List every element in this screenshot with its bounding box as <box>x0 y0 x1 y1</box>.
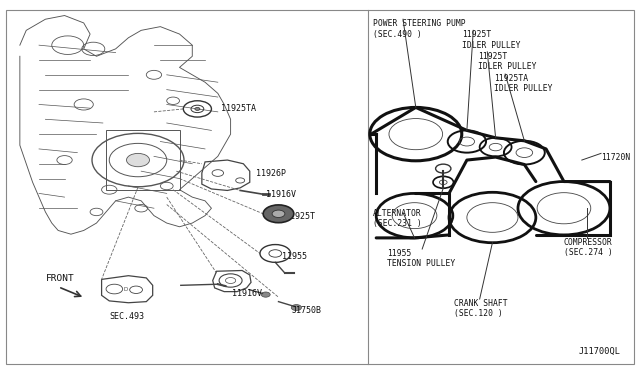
Text: 11925T: 11925T <box>285 212 315 221</box>
Text: D: D <box>124 287 128 292</box>
Text: 11955: 11955 <box>282 252 307 261</box>
Text: 11916V: 11916V <box>266 190 296 199</box>
Circle shape <box>127 153 150 167</box>
Circle shape <box>291 305 301 311</box>
Text: J1750B: J1750B <box>291 307 321 315</box>
Text: SEC.493: SEC.493 <box>109 312 145 321</box>
Circle shape <box>263 205 294 223</box>
Text: 11925T
IDLER PULLEY: 11925T IDLER PULLEY <box>462 31 520 50</box>
Circle shape <box>195 108 200 110</box>
Text: 11925TA: 11925TA <box>221 104 256 113</box>
Text: POWER STEERING PUMP
(SEC.490 ): POWER STEERING PUMP (SEC.490 ) <box>373 19 466 39</box>
Text: 11926P: 11926P <box>256 169 286 177</box>
Text: 11720N: 11720N <box>601 153 630 162</box>
Text: 11916V: 11916V <box>232 289 262 298</box>
Text: COMPRESSOR
(SEC.274 ): COMPRESSOR (SEC.274 ) <box>564 238 612 257</box>
Circle shape <box>272 210 285 218</box>
Text: 11925T
IDLER PULLEY: 11925T IDLER PULLEY <box>478 52 537 71</box>
Circle shape <box>261 292 270 297</box>
Text: J11700QL: J11700QL <box>579 347 621 356</box>
Text: CRANK SHAFT
(SEC.120 ): CRANK SHAFT (SEC.120 ) <box>454 299 508 318</box>
Text: FRONT: FRONT <box>45 274 74 283</box>
Text: ALTERNATOR
(SEC.231 ): ALTERNATOR (SEC.231 ) <box>373 209 422 228</box>
Text: 11955
TENSION PULLEY: 11955 TENSION PULLEY <box>387 249 455 269</box>
Text: 11925TA
IDLER PULLEY: 11925TA IDLER PULLEY <box>493 74 552 93</box>
